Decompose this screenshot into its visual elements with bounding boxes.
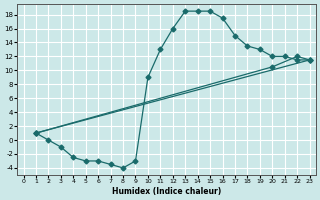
X-axis label: Humidex (Indice chaleur): Humidex (Indice chaleur) — [112, 187, 221, 196]
